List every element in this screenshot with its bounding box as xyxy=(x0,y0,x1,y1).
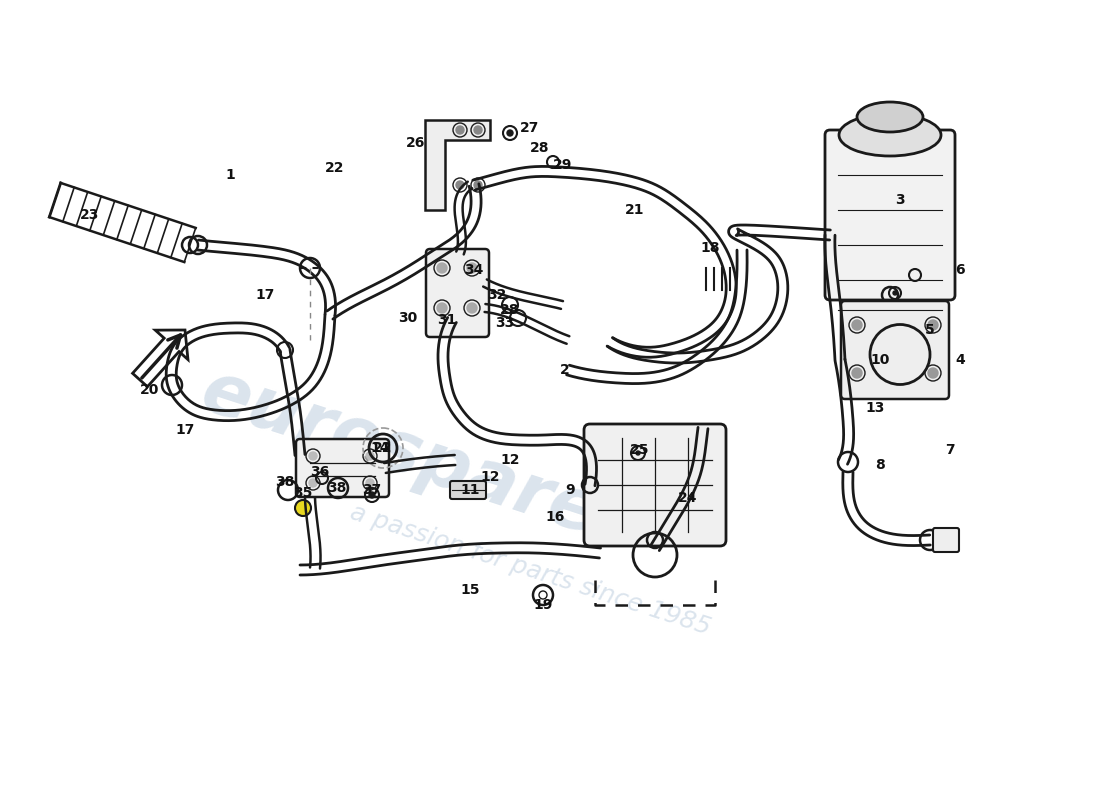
Text: 17: 17 xyxy=(175,423,195,437)
Text: 10: 10 xyxy=(870,353,890,367)
Text: a passion for parts since 1985: a passion for parts since 1985 xyxy=(346,500,713,640)
Text: 33: 33 xyxy=(495,316,515,330)
Text: 14: 14 xyxy=(371,441,389,455)
FancyBboxPatch shape xyxy=(584,424,726,546)
Text: 35: 35 xyxy=(294,486,312,500)
Text: 28: 28 xyxy=(500,303,519,317)
Text: 3: 3 xyxy=(895,193,905,207)
Circle shape xyxy=(309,479,317,487)
Text: 17: 17 xyxy=(255,288,275,302)
Text: 8: 8 xyxy=(876,458,884,472)
Text: 2: 2 xyxy=(560,363,570,377)
Text: 32: 32 xyxy=(487,288,507,302)
Text: 15: 15 xyxy=(460,583,480,597)
Text: 19: 19 xyxy=(534,598,552,612)
Text: 9: 9 xyxy=(565,483,575,497)
Circle shape xyxy=(852,320,862,330)
Text: 21: 21 xyxy=(625,203,645,217)
Ellipse shape xyxy=(839,114,940,156)
Text: 29: 29 xyxy=(553,158,573,172)
Text: eurospares: eurospares xyxy=(192,357,648,563)
Text: 38: 38 xyxy=(275,475,295,489)
Ellipse shape xyxy=(857,102,923,132)
Text: 23: 23 xyxy=(80,208,100,222)
Circle shape xyxy=(456,126,464,134)
Polygon shape xyxy=(425,120,490,210)
Text: 34: 34 xyxy=(464,263,484,277)
Text: 18: 18 xyxy=(701,241,719,255)
Text: 31: 31 xyxy=(438,313,456,327)
Text: 7: 7 xyxy=(945,443,955,457)
Text: 6: 6 xyxy=(955,263,965,277)
Text: 1: 1 xyxy=(226,168,235,182)
Circle shape xyxy=(928,368,938,378)
Text: 30: 30 xyxy=(398,311,418,325)
Circle shape xyxy=(309,452,317,460)
Circle shape xyxy=(893,291,896,295)
FancyBboxPatch shape xyxy=(842,301,949,399)
Text: 11: 11 xyxy=(460,483,480,497)
Text: 37: 37 xyxy=(362,483,382,497)
FancyBboxPatch shape xyxy=(450,481,486,499)
Text: 38: 38 xyxy=(328,481,346,495)
Circle shape xyxy=(852,368,862,378)
Text: 27: 27 xyxy=(520,121,540,135)
Circle shape xyxy=(474,181,482,189)
Circle shape xyxy=(437,303,447,313)
Text: 13: 13 xyxy=(866,401,884,415)
Text: 20: 20 xyxy=(141,383,160,397)
Text: 28: 28 xyxy=(530,141,550,155)
Text: 22: 22 xyxy=(373,441,393,455)
Text: 12: 12 xyxy=(500,453,519,467)
Circle shape xyxy=(368,492,375,498)
Text: 24: 24 xyxy=(679,491,697,505)
Circle shape xyxy=(456,181,464,189)
Circle shape xyxy=(928,320,938,330)
Circle shape xyxy=(366,452,374,460)
Text: 36: 36 xyxy=(310,465,330,479)
Text: 26: 26 xyxy=(406,136,426,150)
Circle shape xyxy=(437,263,447,273)
Text: 16: 16 xyxy=(546,510,564,524)
Text: 12: 12 xyxy=(481,470,499,484)
Text: 22: 22 xyxy=(326,161,344,175)
Circle shape xyxy=(366,479,374,487)
FancyBboxPatch shape xyxy=(825,130,955,300)
Text: 4: 4 xyxy=(955,353,965,367)
FancyBboxPatch shape xyxy=(933,528,959,552)
Circle shape xyxy=(468,263,477,273)
Circle shape xyxy=(507,130,513,136)
Circle shape xyxy=(295,500,311,516)
FancyBboxPatch shape xyxy=(296,439,389,497)
Circle shape xyxy=(636,451,640,455)
FancyBboxPatch shape xyxy=(426,249,490,337)
Text: 25: 25 xyxy=(630,443,650,457)
Circle shape xyxy=(474,126,482,134)
Text: 5: 5 xyxy=(925,323,935,337)
Circle shape xyxy=(468,303,477,313)
